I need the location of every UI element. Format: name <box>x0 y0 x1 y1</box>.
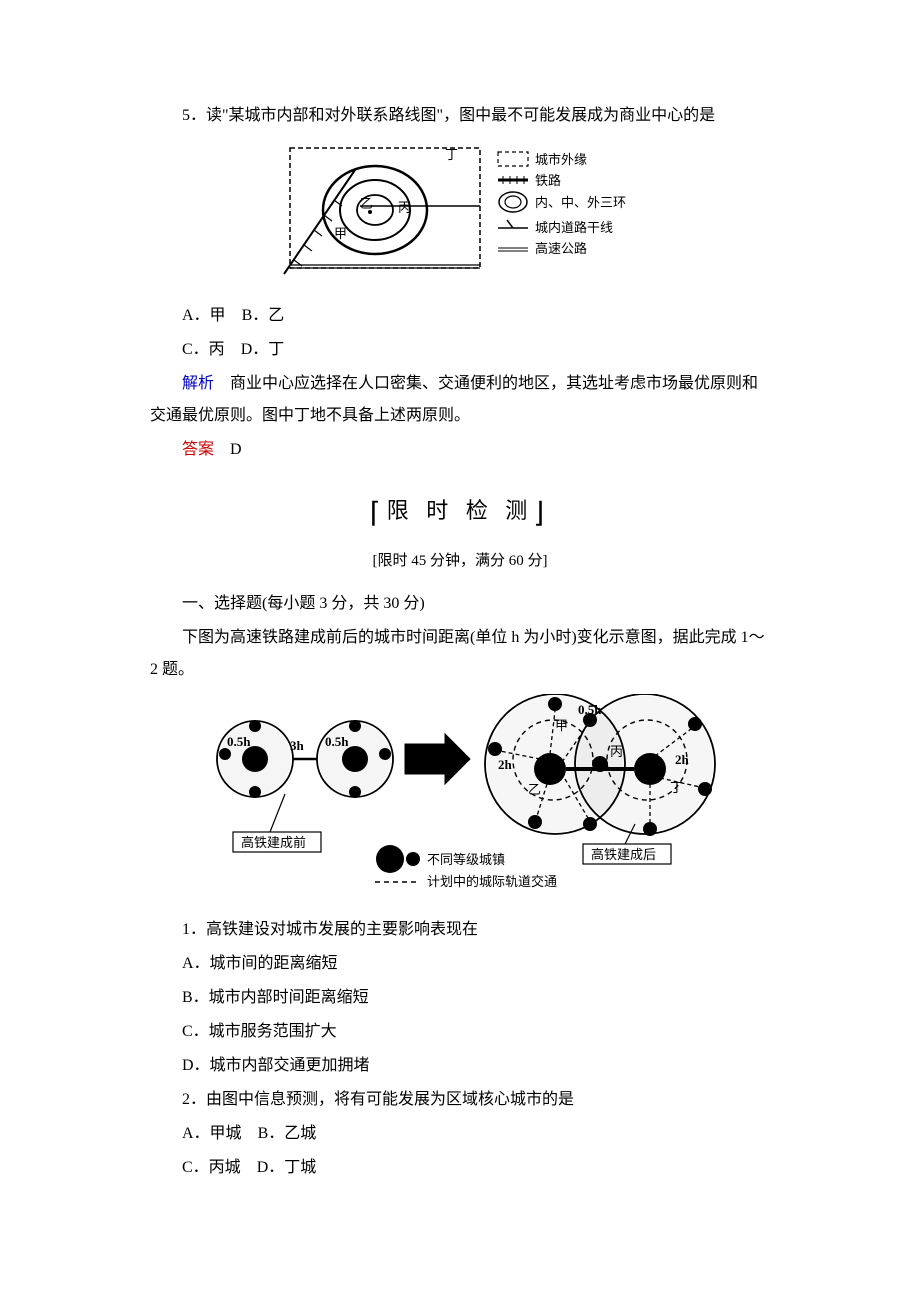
q5-answer: 答案 D <box>150 434 770 466</box>
bracket-left: ⌈ <box>370 498 387 529</box>
q2-opt-d: D．丁城 <box>257 1159 317 1176</box>
q5-analysis: 解析 商业中心应选择在人口密集、交通便利的地区，其选址考虑市场最优原则和交通最优… <box>150 368 770 432</box>
svg-text:铁路: 铁路 <box>535 173 561 188</box>
q1-opt-c: C．城市服务范围扩大 <box>150 1016 770 1048</box>
q5-options-ab: A．甲 B．乙 <box>150 300 770 332</box>
q5-options-cd: C．丙 D．丁 <box>150 334 770 366</box>
svg-text:乙: 乙 <box>528 782 541 797</box>
analysis-text: 商业中心应选择在人口密集、交通便利的地区，其选址考虑市场最优原则和交通最优原则。… <box>150 375 758 424</box>
q2-opt-a: A．甲城 <box>182 1125 242 1142</box>
answer-text: D <box>230 441 242 458</box>
svg-text:2h: 2h <box>498 757 513 772</box>
svg-text:不同等级城镇: 不同等级城镇 <box>427 852 505 867</box>
svg-text:高铁建成后: 高铁建成后 <box>591 847 656 862</box>
q5-opt-c: C．丙 <box>182 341 225 358</box>
svg-text:计划中的城际轨道交通: 计划中的城际轨道交通 <box>427 874 557 889</box>
q1-opt-d: D．城市内部交通更加拥堵 <box>150 1050 770 1082</box>
svg-text:2h: 2h <box>675 752 690 767</box>
svg-text:丙: 丙 <box>610 744 623 759</box>
q2-cd: C．丙城 D．丁城 <box>150 1152 770 1184</box>
svg-text:乙: 乙 <box>360 196 373 211</box>
q1-opt-a: A．城市间的距离缩短 <box>150 948 770 980</box>
q2-opt-c: C．丙城 <box>182 1159 241 1176</box>
svg-text:高速公路: 高速公路 <box>535 241 587 256</box>
svg-text:甲: 甲 <box>555 718 568 733</box>
analysis-label: 解析 <box>182 375 214 392</box>
svg-text:丙: 丙 <box>398 200 411 215</box>
svg-text:0.5h: 0.5h <box>227 734 251 749</box>
part1-heading: 一、选择题(每小题 3 分，共 30 分) <box>150 588 770 620</box>
q2-ab: A．甲城 B．乙城 <box>150 1118 770 1150</box>
section-title: ⌈限 时 检 测⌋ <box>150 482 770 538</box>
svg-text:内、中、外三环: 内、中、外三环 <box>535 195 626 210</box>
q1-prompt: 1．高铁建设对城市发展的主要影响表现在 <box>150 914 770 946</box>
bracket-right: ⌋ <box>533 498 550 529</box>
svg-text:0.5h: 0.5h <box>325 734 349 749</box>
answer-label: 答案 <box>182 441 214 458</box>
q5-opt-b: B．乙 <box>242 307 285 324</box>
q1-opt-b: B．城市内部时间距离缩短 <box>150 982 770 1014</box>
svg-text:0.5h: 0.5h <box>578 702 602 717</box>
svg-text:城市外缘: 城市外缘 <box>535 152 587 167</box>
svg-text:丁: 丁 <box>445 147 458 162</box>
svg-text:甲: 甲 <box>334 226 347 241</box>
q5-figure: 甲 乙 丙 丁 城市外缘 铁路 内、中、外三环 城内道路干线 高速公路 <box>150 140 770 292</box>
q2-opt-b: B．乙城 <box>258 1125 317 1142</box>
section-subtitle: [限时 45 分钟，满分 60 分] <box>150 546 770 576</box>
q5-prompt: 5．读"某城市内部和对外联系路线图"，图中最不可能发展成为商业中心的是 <box>150 100 770 132</box>
part1-intro: 下图为高速铁路建成前后的城市时间距离(单位 h 为小时)变化示意图，据此完成 1… <box>150 622 770 686</box>
section-title-text: 限 时 检 测 <box>387 498 534 523</box>
svg-text:3h: 3h <box>290 738 305 753</box>
svg-text:高铁建成前: 高铁建成前 <box>241 835 306 850</box>
q5-opt-d: D．丁 <box>241 341 285 358</box>
q5-opt-a: A．甲 <box>182 307 226 324</box>
svg-text:丁: 丁 <box>670 780 683 795</box>
q2-prompt: 2．由图中信息预测，将有可能发展为区域核心城市的是 <box>150 1084 770 1116</box>
svg-text:城内道路干线: 城内道路干线 <box>535 220 613 235</box>
part1-figure: 0.5h 3h 0.5h <box>150 694 770 906</box>
